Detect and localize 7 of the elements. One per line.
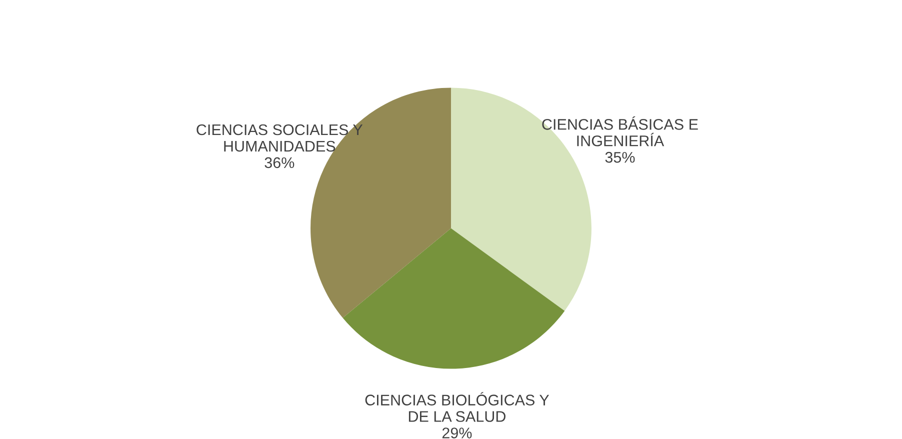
slice-label: CIENCIAS BÁSICAS E INGENIERÍA (542, 116, 698, 146)
data-label: 35% (605, 152, 635, 163)
slice-label: CIENCIAS SOCIALES Y HUMANIDADES (196, 124, 363, 152)
pie-slice (342, 228, 565, 369)
data-label: 36% (264, 157, 294, 168)
slice-label: CIENCIAS BIOLÓGICAS Y DE LA SALUD (365, 392, 550, 422)
data-label: 29% (442, 428, 472, 438)
